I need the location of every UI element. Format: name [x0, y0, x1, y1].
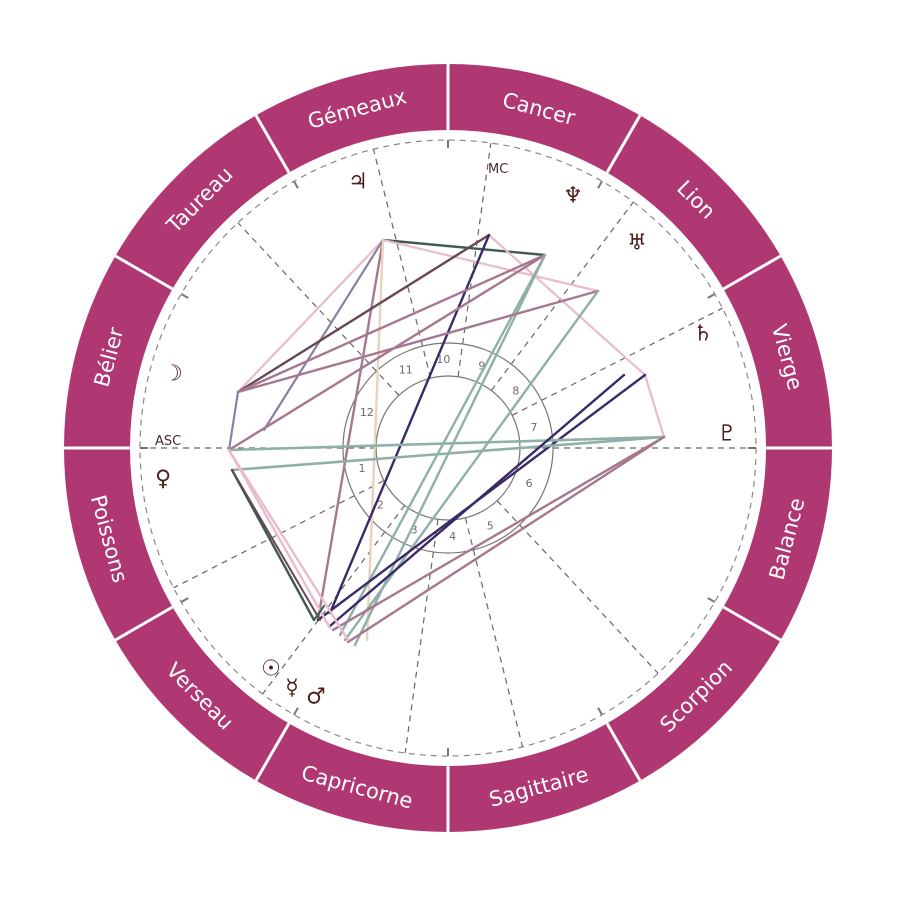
tick-mark — [597, 707, 603, 716]
tick-mark — [293, 707, 299, 716]
aspect-line — [365, 238, 385, 642]
house-cusp — [511, 307, 723, 416]
uranus-icon: ♅ — [627, 231, 647, 256]
sun-icon: ☉ — [261, 657, 281, 682]
pluto-icon: ♇ — [717, 422, 737, 447]
house-number: 3 — [411, 523, 418, 536]
house-number: 9 — [478, 360, 485, 373]
moon-icon: ☽ — [163, 362, 183, 387]
sign-divider — [114, 605, 174, 642]
tick-mark — [707, 293, 716, 299]
aspect-line — [230, 435, 666, 472]
aspect-line — [313, 605, 325, 621]
aspect-line — [328, 373, 626, 628]
aspect-lines — [227, 233, 666, 647]
aspect-line — [236, 238, 385, 394]
sign-divider — [605, 722, 642, 782]
house-cusp — [496, 500, 659, 674]
venus-icon: ♀ — [155, 467, 171, 492]
sign-divider — [722, 605, 782, 642]
tick-mark — [707, 597, 716, 603]
neptune-icon: ♆ — [563, 184, 583, 209]
sign-divider — [254, 722, 291, 782]
aspect-line — [231, 469, 321, 621]
house-number: 11 — [399, 364, 413, 377]
house-number: 2 — [377, 498, 384, 511]
aspect-line — [316, 238, 385, 622]
sign-divider — [722, 254, 782, 291]
aspect-line — [236, 289, 600, 394]
tick-mark — [180, 293, 189, 299]
aspect-line — [331, 435, 666, 632]
house-number: 4 — [449, 530, 456, 543]
house-cusp — [464, 517, 524, 747]
planet-glyphs: ♃ ♆ ♅ ♄ ♇ ☽ ♀ ☉☿ ♂ — [155, 170, 737, 710]
aspect-line — [346, 435, 666, 644]
aspect-line — [328, 233, 491, 615]
sign-divider — [114, 254, 174, 291]
tick-mark — [597, 180, 603, 189]
saturn-icon: ♄ — [693, 322, 713, 347]
mars-icon: ♂ — [306, 685, 326, 710]
tick-mark — [180, 597, 189, 603]
sign-divider — [254, 114, 291, 174]
house-number: 8 — [512, 385, 519, 398]
sign-divider — [605, 114, 642, 174]
tick-mark — [293, 180, 299, 189]
aspect-line — [353, 253, 547, 647]
aspect-line — [338, 253, 547, 637]
aspect-line — [236, 233, 491, 394]
house-number: 6 — [526, 477, 533, 490]
aspect-line — [227, 435, 666, 452]
house-number: 10 — [436, 353, 450, 366]
axis-labels: ASC MC — [155, 162, 508, 449]
mc-label: MC — [488, 162, 508, 177]
house-number: 1 — [358, 462, 365, 475]
house-cusp — [404, 519, 439, 754]
house-number: 12 — [360, 406, 374, 419]
aspect-line — [227, 448, 332, 630]
house-cusp — [490, 201, 634, 391]
house-number: 7 — [531, 421, 538, 434]
aspect-line — [236, 253, 547, 394]
aspect-line — [227, 448, 350, 642]
aspect-line — [643, 373, 666, 439]
house-cusp — [173, 480, 385, 589]
aspect-line — [381, 238, 547, 257]
aspect-line — [262, 238, 385, 432]
aspect-line — [227, 390, 240, 452]
house-ring — [342, 342, 554, 554]
aspect-line — [343, 289, 600, 642]
aspect-line — [487, 233, 647, 377]
mercury-icon: ☿ — [285, 676, 299, 701]
aspect-line — [381, 238, 600, 293]
aspect-line — [227, 253, 547, 452]
jupiter-icon: ♃ — [348, 170, 368, 195]
asc-label: ASC — [155, 434, 181, 449]
house-number: 5 — [487, 519, 494, 532]
